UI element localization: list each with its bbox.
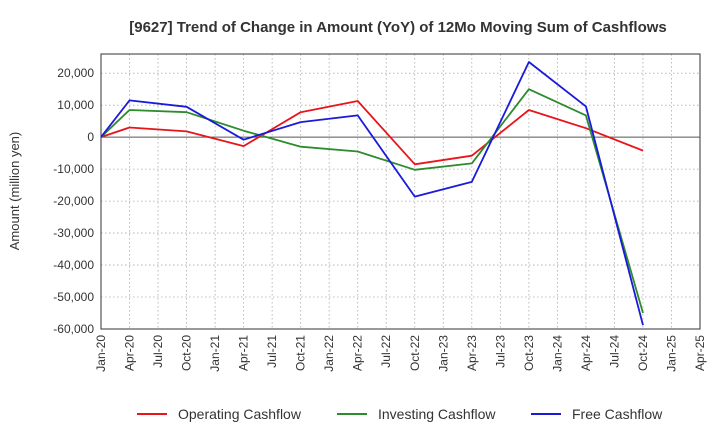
- x-tick-label: Jan-25: [664, 335, 678, 372]
- series-line-investing-cashflow: [100, 88, 644, 314]
- y-tick-label: -50,000: [53, 290, 94, 304]
- grid: [101, 54, 700, 330]
- chart-title: [9627] Trend of Change in Amount (YoY) o…: [129, 19, 667, 36]
- x-tick-label: Jan-20: [94, 335, 108, 372]
- y-tick-label: 10,000: [57, 98, 94, 112]
- y-tick-label: -40,000: [53, 258, 94, 272]
- x-tick-label: Apr-22: [351, 335, 365, 371]
- x-tick-label: Jul-23: [493, 335, 507, 368]
- legend: Operating Cashflow Investing Cashflow Free…: [137, 406, 663, 422]
- x-tick-label: Apr-24: [579, 335, 593, 371]
- series-lines: [100, 61, 644, 326]
- y-tick-label: 20,000: [57, 66, 94, 80]
- y-tick-label: 0: [87, 130, 94, 144]
- x-tick-label: Jul-20: [151, 335, 165, 368]
- series-line-free-cashflow: [100, 61, 644, 326]
- x-tick-label: Oct-20: [180, 335, 194, 371]
- x-tick-label: Jan-22: [322, 335, 336, 372]
- x-tick-label: Jul-22: [379, 335, 393, 368]
- x-tick-label: Oct-24: [636, 335, 650, 371]
- x-tick-label: Oct-23: [522, 335, 536, 371]
- legend-label-free-cashflow: Free Cashflow: [572, 406, 663, 422]
- x-tick-label: Apr-21: [237, 335, 251, 371]
- x-tick-label: Apr-20: [123, 335, 137, 371]
- x-tick-label: Apr-25: [693, 335, 707, 371]
- legend-label-operating-cashflow: Operating Cashflow: [178, 406, 302, 422]
- y-tick-label: -20,000: [53, 194, 94, 208]
- plot-frame: [100, 53, 701, 330]
- y-tick-label: -60,000: [53, 322, 94, 336]
- x-axis-ticks: Jan-20 Apr-20 Jul-20 Oct-20 Jan-21 Apr-21 Jul-…: [94, 335, 707, 372]
- x-tick-label: Jul-21: [265, 335, 279, 368]
- y-axis-label: Amount (million yen): [7, 132, 22, 251]
- y-tick-label: -10,000: [53, 162, 94, 176]
- y-tick-label: -30,000: [53, 226, 94, 240]
- series-line-operating-cashflow: [100, 100, 644, 166]
- legend-label-investing-cashflow: Investing Cashflow: [378, 406, 496, 422]
- x-tick-label: Jan-23: [436, 335, 450, 372]
- x-tick-label: Jul-24: [607, 335, 621, 368]
- x-tick-label: Jan-24: [550, 335, 564, 372]
- x-tick-label: Jan-21: [208, 335, 222, 372]
- x-tick-label: Oct-22: [408, 335, 422, 371]
- y-axis-ticks: 20,000 10,000 0 -10,000 -20,000 -30,000 -40,00…: [53, 66, 94, 336]
- x-tick-label: Apr-23: [465, 335, 479, 371]
- x-tick-label: Oct-21: [294, 335, 308, 371]
